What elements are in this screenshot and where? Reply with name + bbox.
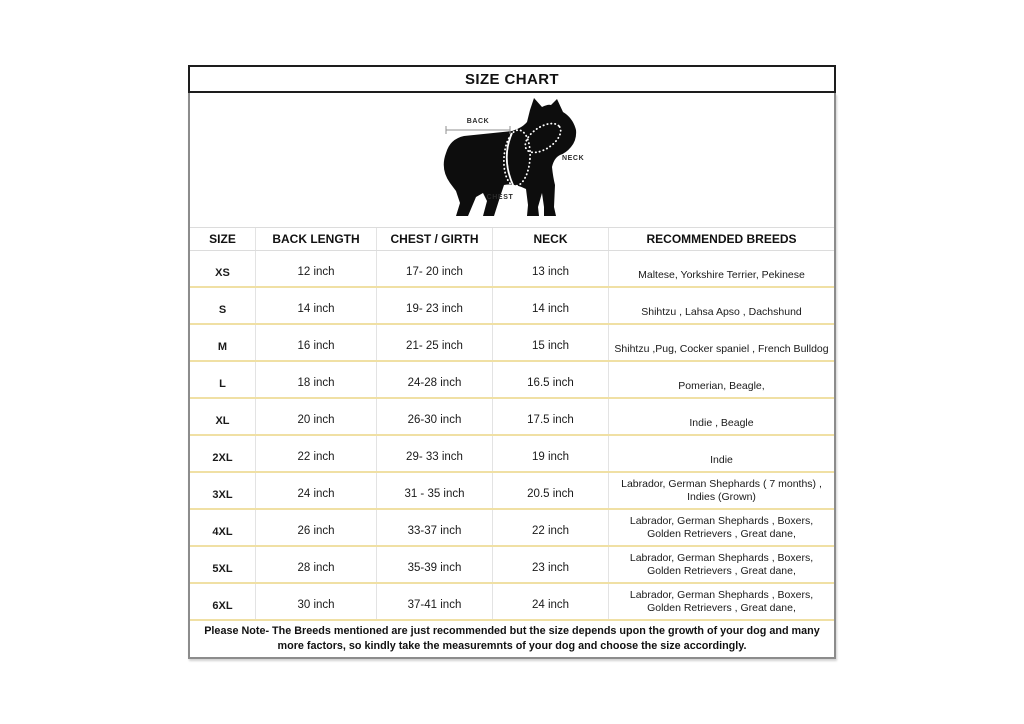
back-measure-line <box>445 126 511 134</box>
table-row: 2XL 22 inch 29- 33 inch 19 inch Indie <box>190 436 834 473</box>
neck-cell: 23 inch <box>493 547 609 582</box>
size-cell: L <box>190 362 256 397</box>
footer-note-row: Please Note- The Breeds mentioned are ju… <box>190 621 834 657</box>
dog-diagram-svg: BACK NECK CHEST <box>443 98 584 216</box>
back-length-cell: 20 inch <box>256 399 377 434</box>
breeds-cell: Pomerian, Beagle, <box>678 379 765 392</box>
table-row: XS 12 inch 17- 20 inch 13 inch Maltese, … <box>190 251 834 288</box>
chest-girth-cell: 26-30 inch <box>377 399 493 434</box>
table-row: 5XL 28 inch 35-39 inch 23 inch Labrador,… <box>190 547 834 584</box>
back-length-cell: 28 inch <box>256 547 377 582</box>
back-label: BACK <box>467 118 490 125</box>
neck-cell: 24 inch <box>493 584 609 619</box>
size-cell: M <box>190 325 256 360</box>
chest-label: CHEST <box>487 194 514 201</box>
chest-girth-ellipse <box>502 129 532 187</box>
breeds-cell: Labrador, German Shephards , Boxers, Gol… <box>629 552 814 577</box>
table-header-row: SIZE BACK LENGTH CHEST / GIRTH NECK RECO… <box>190 227 834 251</box>
neck-cell: 15 inch <box>493 325 609 360</box>
breeds-cell: Labrador, German Shephards , Boxers, Gol… <box>629 515 814 540</box>
header-chest-girth: CHEST / GIRTH <box>377 228 493 250</box>
footer-note: Please Note- The Breeds mentioned are ju… <box>204 624 820 652</box>
breeds-cell: Indie , Beagle <box>689 416 754 429</box>
back-length-cell: 14 inch <box>256 288 377 323</box>
neck-label: NECK <box>562 155 584 162</box>
size-cell: 4XL <box>190 510 256 545</box>
chart-body: BACK NECK CHEST SIZE BACK LENGTH CHEST /… <box>188 93 836 659</box>
table-row: L 18 inch 24-28 inch 16.5 inch Pomerian,… <box>190 362 834 399</box>
dog-silhouette-icon <box>443 98 577 216</box>
breeds-cell: Labrador, German Shephards , Boxers, Gol… <box>629 589 814 614</box>
breeds-cell: Shihtzu , Lahsa Apso , Dachshund <box>641 305 802 318</box>
neck-girth-ellipse <box>524 122 562 154</box>
neck-cell: 17.5 inch <box>493 399 609 434</box>
chest-girth-cell: 17- 20 inch <box>377 251 493 286</box>
header-neck: NECK <box>493 228 609 250</box>
neck-cell: 14 inch <box>493 288 609 323</box>
chest-girth-cell: 29- 33 inch <box>377 436 493 471</box>
table-row: M 16 inch 21- 25 inch 15 inch Shihtzu ,P… <box>190 325 834 362</box>
table-row: 4XL 26 inch 33-37 inch 22 inch Labrador,… <box>190 510 834 547</box>
chest-girth-line <box>505 132 514 186</box>
size-cell: S <box>190 288 256 323</box>
chest-girth-cell: 37-41 inch <box>377 584 493 619</box>
header-recommended-breeds: RECOMMENDED BREEDS <box>646 231 797 246</box>
dog-measurement-diagram: BACK NECK CHEST <box>190 93 834 227</box>
size-chart: SIZE CHART BACK NECK CHE <box>188 65 836 659</box>
back-length-cell: 22 inch <box>256 436 377 471</box>
back-length-cell: 30 inch <box>256 584 377 619</box>
chest-girth-cell: 33-37 inch <box>377 510 493 545</box>
header-size: SIZE <box>190 228 256 250</box>
neck-cell: 22 inch <box>493 510 609 545</box>
size-cell: 6XL <box>190 584 256 619</box>
chest-girth-cell: 35-39 inch <box>377 547 493 582</box>
back-length-cell: 24 inch <box>256 473 377 508</box>
breeds-cell: Shihtzu ,Pug, Cocker spaniel , French Bu… <box>614 342 829 355</box>
chest-girth-cell: 21- 25 inch <box>377 325 493 360</box>
size-cell: 3XL <box>190 473 256 508</box>
neck-cell: 13 inch <box>493 251 609 286</box>
page-title: SIZE CHART <box>465 70 559 88</box>
table-row: S 14 inch 19- 23 inch 14 inch Shihtzu , … <box>190 288 834 325</box>
size-cell: XL <box>190 399 256 434</box>
size-cell: 5XL <box>190 547 256 582</box>
size-cell: 2XL <box>190 436 256 471</box>
size-cell: XS <box>190 251 256 286</box>
breeds-cell: Indie <box>710 453 733 466</box>
header-back-length: BACK LENGTH <box>256 228 377 250</box>
chest-girth-cell: 31 - 35 inch <box>377 473 493 508</box>
back-length-cell: 26 inch <box>256 510 377 545</box>
neck-cell: 20.5 inch <box>493 473 609 508</box>
breeds-cell: Labrador, German Shephards ( 7 months) ,… <box>621 478 822 503</box>
table-row: 6XL 30 inch 37-41 inch 24 inch Labrador,… <box>190 584 834 621</box>
back-length-cell: 18 inch <box>256 362 377 397</box>
back-length-cell: 12 inch <box>256 251 377 286</box>
chest-girth-cell: 19- 23 inch <box>377 288 493 323</box>
table-row: XL 20 inch 26-30 inch 17.5 inch Indie , … <box>190 399 834 436</box>
back-length-cell: 16 inch <box>256 325 377 360</box>
chest-girth-cell: 24-28 inch <box>377 362 493 397</box>
title-box: SIZE CHART <box>188 65 836 93</box>
neck-cell: 16.5 inch <box>493 362 609 397</box>
table-row: 3XL 24 inch 31 - 35 inch 20.5 inch Labra… <box>190 473 834 510</box>
neck-cell: 19 inch <box>493 436 609 471</box>
breeds-cell: Maltese, Yorkshire Terrier, Pekinese <box>638 268 805 281</box>
